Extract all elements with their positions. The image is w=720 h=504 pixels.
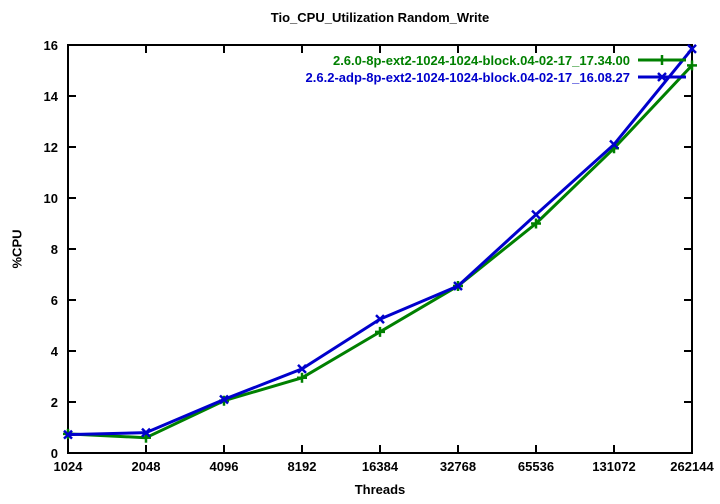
x-marker [297,363,307,374]
x-tick-label: 2048 [132,459,161,474]
legend-label-series-1: 2.6.0-8p-ext2-1024-1024-block.04-02-17_1… [332,53,630,68]
x-marker [453,281,463,291]
y-tick-label: 8 [51,242,58,257]
x-tick-label: 4096 [210,459,239,474]
legend-label-series-2: 2.6.2-adp-8p-ext2-1024-1024-block.04-02-… [305,70,630,85]
series-line [66,63,694,440]
x-marker [63,429,73,440]
y-tick-label: 10 [44,191,58,206]
chart-title: Tio_CPU_Utilization Random_Write [270,10,490,25]
x-marker [219,394,229,405]
x-tick-label: 1024 [54,459,84,474]
x-tick-label: 131072 [592,459,635,474]
legend-entry-1: 2.6.0-8p-ext2-1024-1024-block.04-02-17_1… [333,52,630,69]
x-marker [657,72,667,82]
x-marker [375,314,385,325]
x-tick-label: 262144 [670,459,714,474]
y-tick-label: 4 [51,344,59,359]
x-tick-label: 65536 [518,459,554,474]
x-tick-label: 16384 [362,459,399,474]
y-tick-label: 16 [44,38,58,53]
y-tick-label: 6 [51,293,58,308]
y-tick-label: 12 [44,140,58,155]
y-tick-label: 0 [51,446,58,461]
x-marker [609,139,619,150]
x-tick-label: 32768 [440,459,476,474]
y-tick-label: 14 [44,89,59,104]
series-line [66,47,694,437]
x-marker [141,427,151,438]
x-marker [531,209,541,220]
x-axis-label: Threads [354,482,406,497]
y-tick-label: 2 [51,395,58,410]
x-tick-label: 8192 [288,459,317,474]
legend-entry-2: 2.6.2-adp-8p-ext2-1024-1024-block.04-02-… [306,69,630,86]
x-marker [687,43,697,54]
plot-border [67,44,693,454]
